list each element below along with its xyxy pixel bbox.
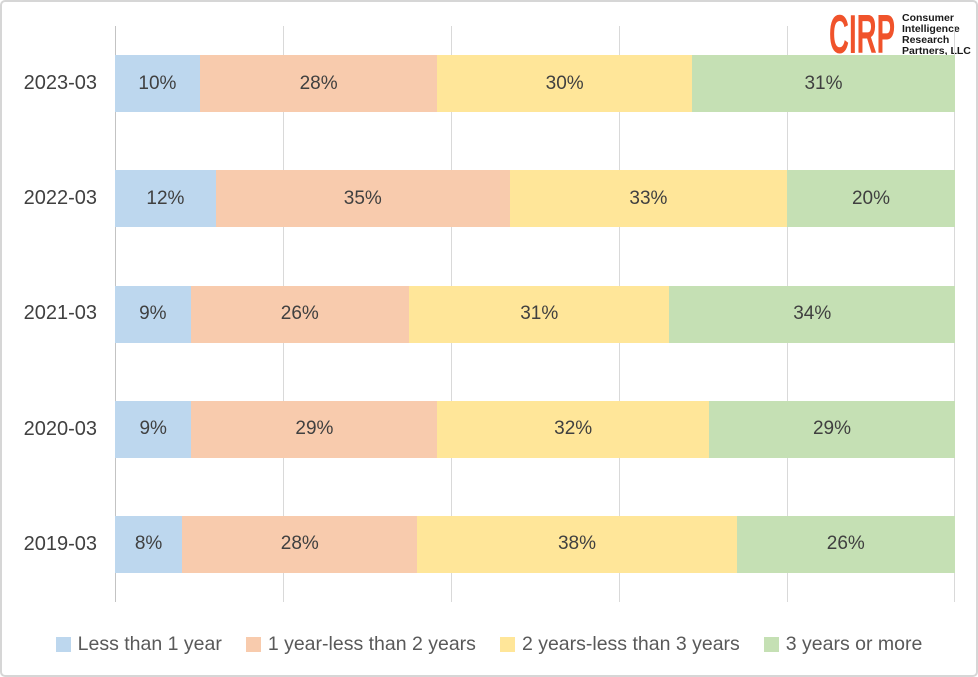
data-label: 8%	[134, 533, 163, 555]
legend-label: 1 year-less than 2 years	[267, 632, 476, 655]
bar-segment: 35%	[215, 170, 510, 228]
cirp-logo-line-1: Consumer	[902, 12, 954, 24]
legend-swatch	[763, 636, 779, 652]
bar-segment: 12%	[115, 170, 216, 228]
data-label: 28%	[299, 72, 338, 94]
cirp-logo-acronym: CIRP	[829, 9, 895, 57]
legend-item: 2 years-less than 3 years	[499, 632, 740, 656]
data-label: 29%	[295, 418, 334, 440]
data-label: 26%	[280, 303, 319, 324]
bar-segment: 9%	[115, 400, 192, 458]
data-label: 10%	[138, 72, 177, 94]
bar-row-2021-03: 9% 26% 31% 34%	[115, 285, 955, 343]
data-label: 34%	[793, 303, 832, 324]
data-label: 31%	[520, 303, 559, 324]
cirp-logo-line-3: Research	[902, 34, 949, 46]
legend-item: Less than 1 year	[55, 632, 222, 656]
data-label: 28%	[280, 533, 319, 555]
data-label: 30%	[545, 72, 584, 94]
bar-segment: 31%	[691, 55, 955, 113]
bar-segment: 34%	[669, 285, 955, 343]
bar-segment: 31%	[409, 285, 670, 343]
bar-segment: 30%	[437, 55, 692, 113]
bar-segment: 32%	[437, 400, 709, 458]
data-label: 33%	[629, 187, 668, 209]
legend-swatch	[55, 636, 71, 652]
cirp-logo: CIRP Consumer Intelligence Research Part…	[828, 3, 972, 65]
legend-swatch	[245, 636, 261, 652]
data-label: 9%	[139, 303, 167, 324]
bar-segment: 8%	[115, 515, 183, 573]
category-label: 2023-03	[23, 72, 97, 94]
category-label: 2022-03	[23, 187, 97, 210]
data-label: 38%	[557, 533, 597, 555]
legend: Less than 1 year 1 year-less than 2 years…	[2, 626, 976, 662]
category-label: 2020-03	[23, 417, 97, 440]
category-label: 2021-03	[23, 302, 97, 325]
legend-label: 3 years or more	[785, 632, 923, 655]
bar-segment: 38%	[417, 515, 737, 573]
legend-swatch	[499, 636, 515, 652]
category-label: 2019-03	[23, 532, 97, 555]
legend-item: 3 years or more	[763, 632, 923, 656]
bar-segment: 9%	[115, 285, 191, 343]
cirp-logo-line-2: Intelligence	[902, 23, 960, 35]
cirp-logo-line-4: Partners, LLC	[902, 45, 971, 57]
bar-segment: 29%	[191, 400, 438, 458]
bar-segment: 33%	[509, 170, 787, 228]
bar-row-2019-03: 8% 28% 38% 26%	[115, 515, 956, 573]
bar-segment: 20%	[787, 170, 955, 228]
cirp-logo-graphic: CIRP Consumer Intelligence Research Part…	[829, 3, 971, 65]
bar-segment: 26%	[190, 285, 409, 343]
plot-area: 10% 28% 30% 31% 12% 35% 33% 20% 9% 26% 31% 34% 9% 29%…	[115, 26, 956, 602]
data-label: 32%	[554, 418, 593, 440]
bar-row-2020-03: 9% 29% 32% 29%	[115, 400, 955, 458]
legend-label: Less than 1 year	[77, 632, 222, 655]
data-label: 12%	[146, 187, 185, 209]
bar-row-2022-03: 12% 35% 33% 20%	[115, 170, 955, 228]
bar-segment: 26%	[736, 515, 956, 573]
data-label: 35%	[343, 187, 382, 209]
bar-segment: 10%	[115, 55, 200, 113]
data-label: 31%	[804, 72, 843, 94]
bar-row-2023-03: 10% 28% 30% 31%	[115, 55, 955, 113]
data-label: 26%	[826, 533, 865, 555]
legend-label: 2 years-less than 3 years	[521, 632, 740, 655]
bar-segment: 28%	[182, 515, 418, 573]
bar-segment: 28%	[199, 55, 438, 113]
data-label: 9%	[139, 418, 167, 440]
data-label: 20%	[851, 187, 891, 209]
data-label: 29%	[812, 418, 851, 440]
legend-item: 1 year-less than 2 years	[245, 632, 476, 656]
bar-segment: 29%	[708, 400, 955, 458]
